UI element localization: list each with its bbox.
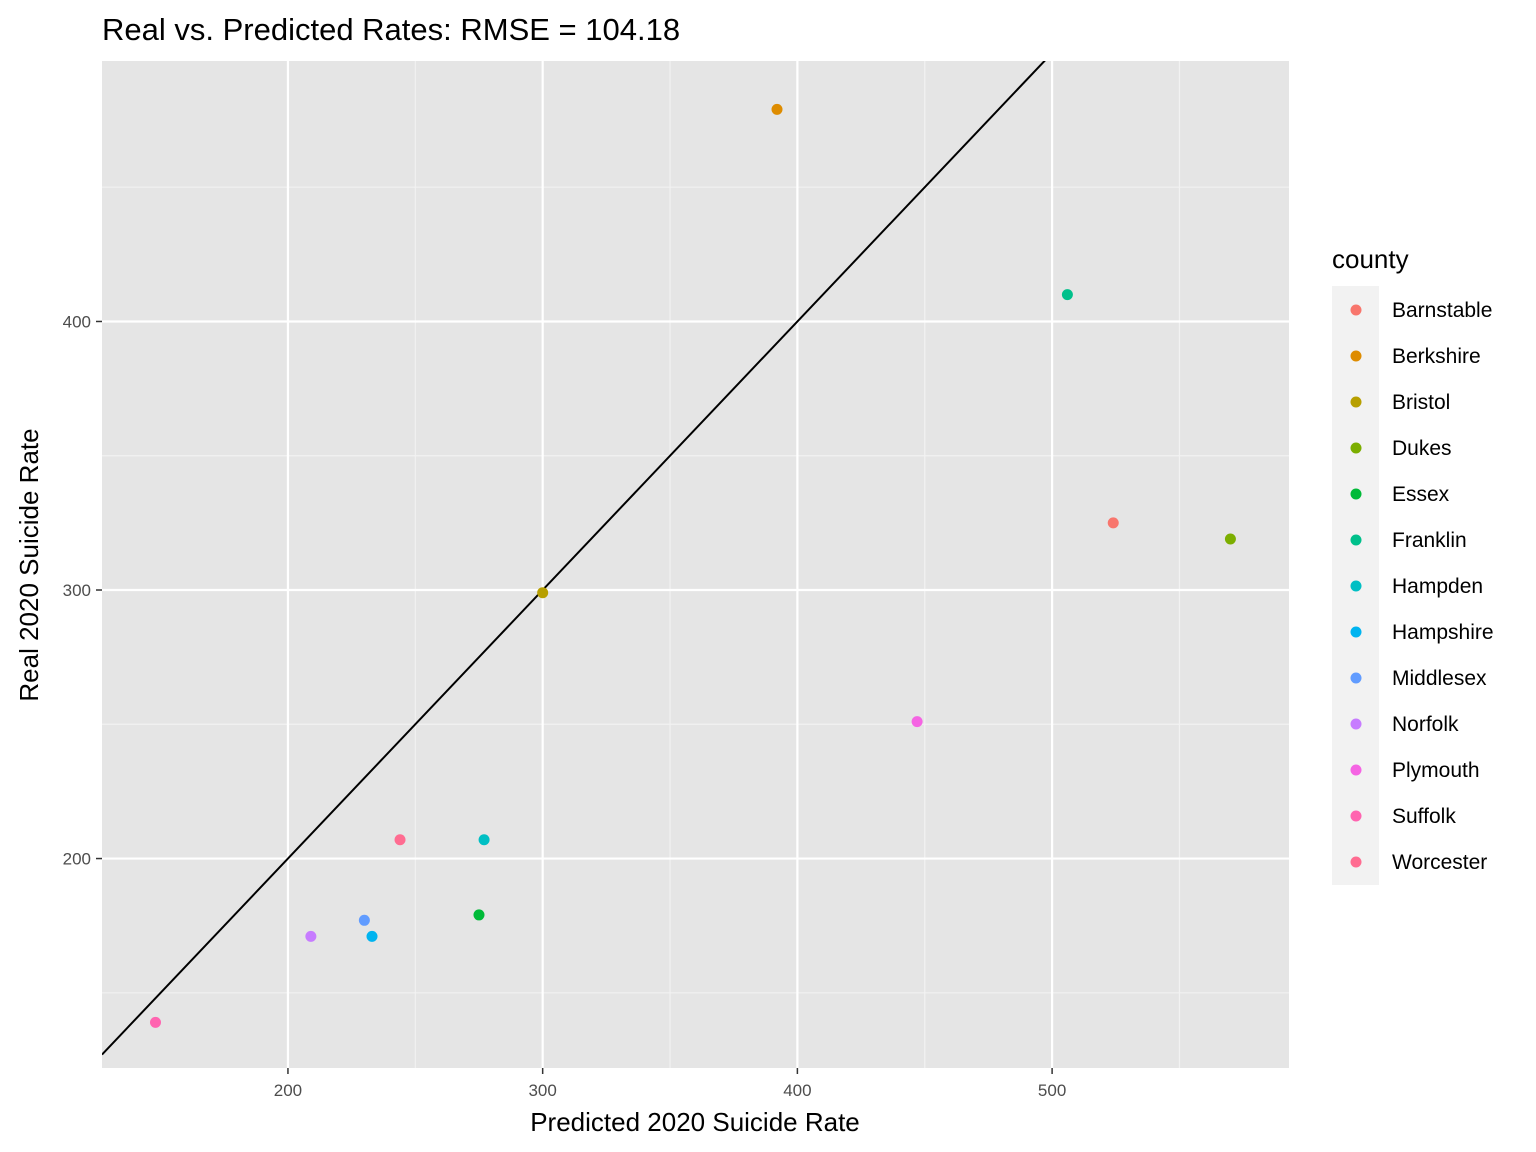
legend-label-plymouth: Plymouth	[1392, 759, 1480, 782]
legend-label-norfolk: Norfolk	[1392, 713, 1459, 736]
legend-label-hampshire: Hampshire	[1392, 621, 1494, 644]
legend-label-essex: Essex	[1392, 483, 1450, 506]
point-plymouth	[911, 716, 923, 728]
legend-label-worcester: Worcester	[1392, 851, 1487, 874]
x-tick-label: 300	[528, 1081, 556, 1100]
legend-label-dukes: Dukes	[1392, 437, 1452, 460]
legend-key-worcester	[1350, 856, 1362, 868]
legend-key-bristol	[1350, 396, 1362, 408]
y-axis-title: Real 2020 Suicide Rate	[14, 428, 44, 701]
legend-title: county	[1332, 244, 1409, 274]
point-franklin	[1061, 289, 1073, 301]
point-bristol	[537, 587, 549, 599]
data-points	[149, 103, 1236, 1028]
x-axis-title: Predicted 2020 Suicide Rate	[530, 1107, 860, 1137]
major-gridlines	[102, 61, 1289, 1068]
point-norfolk	[305, 930, 317, 942]
y-tick-label: 200	[63, 850, 91, 869]
legend-key-barnstable	[1350, 304, 1362, 316]
point-berkshire	[771, 103, 783, 115]
identity-line	[102, 61, 1046, 1056]
x-axis-ticks: 200 300 400 500	[274, 1068, 1066, 1100]
y-tick-label: 400	[63, 312, 91, 331]
x-tick-label: 500	[1038, 1081, 1066, 1100]
legend-label-berkshire: Berkshire	[1392, 345, 1481, 368]
x-tick-label: 400	[783, 1081, 811, 1100]
legend-key-berkshire	[1350, 350, 1362, 362]
point-hampshire	[366, 930, 378, 942]
legend-label-suffolk: Suffolk	[1392, 805, 1456, 828]
point-dukes	[1224, 533, 1236, 545]
legend-label-franklin: Franklin	[1392, 529, 1467, 552]
legend-key-suffolk	[1350, 810, 1362, 822]
plot-panel	[102, 61, 1289, 1068]
point-essex	[473, 909, 485, 921]
y-tick-label: 300	[63, 581, 91, 600]
y-axis-ticks: 200 300 400	[63, 312, 102, 869]
minor-gridlines	[102, 61, 1289, 1068]
legend-key-hampshire	[1350, 626, 1362, 638]
point-suffolk	[149, 1016, 161, 1028]
point-worcester	[394, 834, 406, 846]
point-hampden	[478, 834, 490, 846]
legend-key-franklin	[1350, 534, 1362, 546]
legend-key-plymouth	[1350, 764, 1362, 776]
chart-title: Real vs. Predicted Rates: RMSE = 104.18	[102, 12, 680, 47]
legend-key-norfolk	[1350, 718, 1362, 730]
legend-key-dukes	[1350, 442, 1362, 454]
legend-key-middlesex	[1350, 672, 1362, 684]
legend-label-middlesex: Middlesex	[1392, 667, 1487, 690]
legend-label-hampden: Hampden	[1392, 575, 1483, 598]
x-tick-label: 200	[274, 1081, 302, 1100]
legend-label-bristol: Bristol	[1392, 391, 1450, 414]
legend-label-barnstable: Barnstable	[1392, 299, 1492, 322]
legend-key-essex	[1350, 488, 1362, 500]
legend-key-hampden	[1350, 580, 1362, 592]
legend: county Barnstable Berkshire Bristol Dukes Es…	[1332, 244, 1494, 885]
point-barnstable	[1107, 517, 1119, 529]
point-middlesex	[358, 914, 370, 926]
